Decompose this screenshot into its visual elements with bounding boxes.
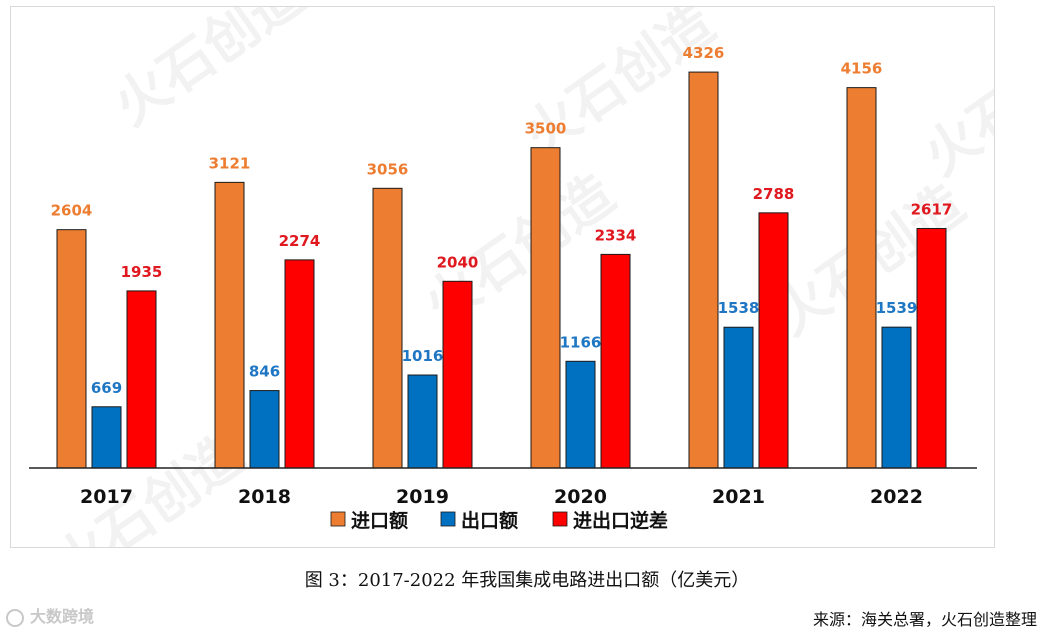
legend: 进口额 出口额 进出口逆差 [330, 509, 668, 532]
legend-swatch [552, 511, 568, 527]
data-label: 3056 [367, 160, 409, 178]
data-label: 1016 [402, 347, 444, 365]
data-label: 2334 [595, 226, 637, 244]
x-tick-label: 2017 [80, 486, 133, 508]
data-label: 3121 [209, 154, 251, 172]
x-tick-label: 2021 [712, 486, 765, 508]
data-label: 2040 [437, 253, 479, 271]
legend-swatch [330, 511, 346, 527]
x-tick-label: 2022 [870, 486, 923, 508]
corner-watermark: 大数跨境 [6, 602, 146, 632]
bar-进出口逆差-2020 [600, 253, 631, 469]
x-tick-label: 2019 [396, 486, 449, 508]
corner-watermark-text: 大数跨境 [30, 607, 95, 626]
bar-进出口逆差-2021 [758, 212, 789, 469]
bar-出口额-2021 [723, 326, 754, 469]
data-label: 2274 [279, 232, 321, 250]
data-label: 1538 [718, 299, 760, 317]
data-label: 4156 [841, 60, 883, 78]
bar-出口额-2018 [249, 390, 280, 469]
watermark-text: 火石创造 [912, 12, 994, 187]
bar-进口额-2022 [846, 87, 877, 469]
legend-swatch [440, 511, 456, 527]
bar-出口额-2019 [407, 374, 438, 469]
chart-frame: 火石创造火石创造火石创造火石创造火石创造火石创造 260466919353121… [10, 6, 995, 548]
bar-进出口逆差-2019 [442, 280, 473, 469]
x-tick-label: 2020 [554, 486, 607, 508]
bar-进口额-2019 [372, 187, 403, 469]
bar-进出口逆差-2022 [916, 227, 947, 469]
x-tick-label: 2018 [238, 486, 291, 508]
data-label: 2604 [51, 202, 93, 220]
source-note: 来源：海关总署，火石创造整理 [812, 610, 1037, 629]
data-label: 2788 [753, 185, 795, 203]
bars-layer: 2604 669 1935 3121 846 2274 3056 1016 2040 3500 11… [51, 44, 953, 469]
data-label: 2617 [911, 200, 953, 218]
data-label: 669 [91, 379, 122, 397]
bar-进口额-2021 [688, 71, 719, 469]
bar-进出口逆差-2017 [126, 290, 157, 469]
bar-出口额-2022 [881, 326, 912, 469]
x-tick-labels: 2017 2018 2019 2020 2021 2022 [80, 486, 923, 508]
bar-进口额-2020 [530, 147, 561, 469]
legend-label: 出口额 [461, 509, 518, 532]
figure-caption: 图 3：2017-2022 年我国集成电路进出口额（亿美元） [304, 570, 750, 591]
data-label: 3500 [525, 120, 567, 138]
ring-icon [6, 608, 24, 627]
data-label: 1166 [560, 333, 602, 351]
data-label: 1539 [876, 299, 918, 317]
legend-label: 进口额 [351, 509, 408, 532]
bar-进出口逆差-2018 [284, 259, 315, 469]
bar-进口额-2017 [56, 229, 87, 469]
chart-svg: 火石创造火石创造火石创造火石创造火石创造火石创造 260466919353121… [29, 7, 994, 547]
watermark-text: 火石创造 [102, 7, 315, 138]
data-label: 846 [249, 363, 280, 381]
bar-出口额-2020 [565, 360, 596, 469]
legend-label: 进出口逆差 [573, 509, 668, 532]
bar-出口额-2017 [91, 406, 122, 469]
data-label: 4326 [683, 44, 725, 62]
data-label: 1935 [121, 263, 163, 281]
bar-进口额-2018 [214, 181, 245, 469]
